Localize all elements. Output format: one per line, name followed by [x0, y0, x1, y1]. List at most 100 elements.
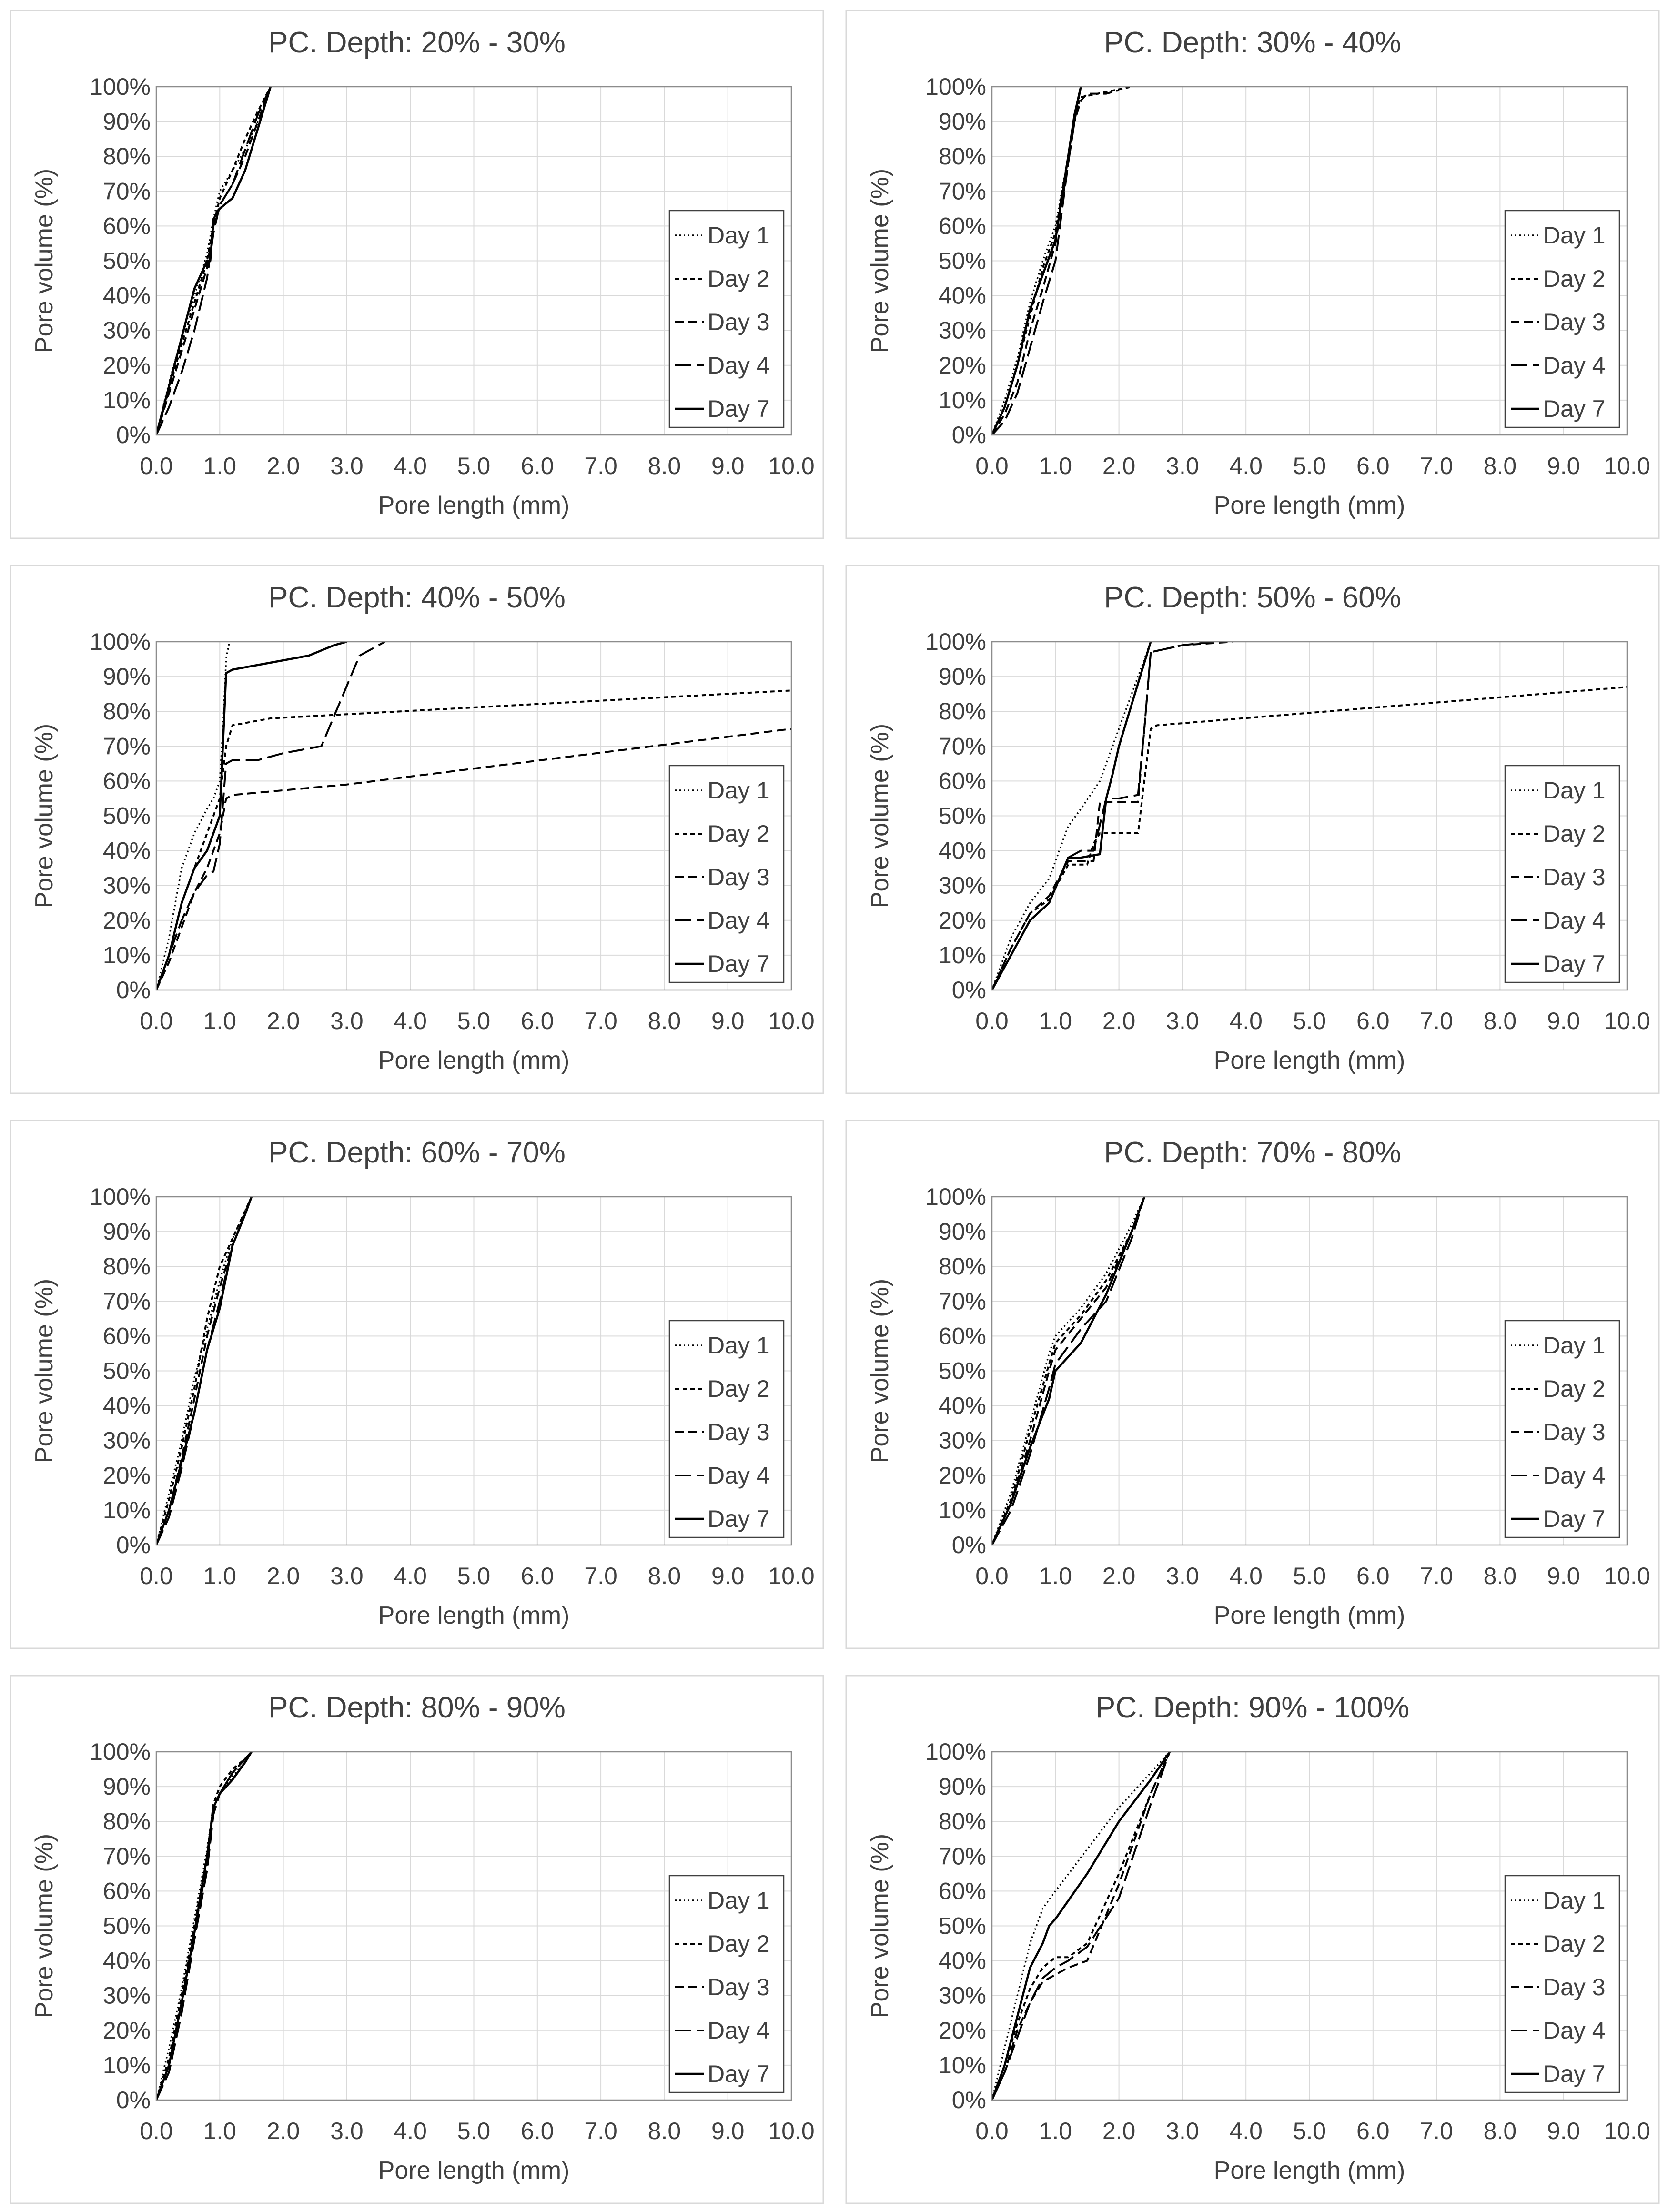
y-tick-label: 50% — [103, 1358, 151, 1384]
x-tick-label: 9.0 — [1547, 2118, 1580, 2144]
x-tick-label: 1.0 — [203, 453, 237, 479]
series-line-day-7 — [992, 1752, 1171, 2100]
y-tick-label: 40% — [103, 1393, 151, 1419]
y-tick-label: 80% — [103, 698, 151, 725]
x-axis-title: Pore length (mm) — [378, 1047, 570, 1074]
x-tick-label: 6.0 — [1356, 1008, 1390, 1034]
x-tick-label: 6.0 — [521, 1008, 554, 1034]
y-tick-label: 60% — [939, 212, 986, 239]
x-tick-label: 6.0 — [521, 2118, 554, 2144]
y-tick-label: 60% — [103, 212, 151, 239]
y-tick-label: 40% — [103, 1948, 151, 1974]
x-axis-title: Pore length (mm) — [1214, 1047, 1405, 1074]
x-tick-label: 9.0 — [711, 1563, 745, 1589]
y-tick-label: 70% — [103, 1288, 151, 1314]
series-line-day-1 — [992, 1752, 1171, 2100]
x-tick-label: 4.0 — [394, 453, 427, 479]
x-tick-label: 2.0 — [267, 1563, 300, 1589]
y-tick-label: 70% — [103, 1843, 151, 1869]
series-line-day-4 — [992, 1197, 1145, 1545]
x-tick-label: 9.0 — [1547, 1563, 1580, 1589]
x-tick-label: 10.0 — [768, 1563, 814, 1589]
x-tick-label: 3.0 — [330, 1008, 364, 1034]
legend-box — [668, 210, 785, 428]
series-line-day-2 — [992, 1752, 1171, 2100]
legend-label: Day 1 — [708, 222, 770, 249]
chart-panel-5: PC. Depth: 60% - 70% 0% 10% 20% 30% 40% 50% 60%… — [10, 1120, 824, 1649]
y-tick-label: 0% — [952, 1532, 986, 1558]
legend: Day 1 Day 2 Day 3 Day 4 Day 7 — [1504, 210, 1620, 428]
y-tick-label: 60% — [103, 1878, 151, 1904]
x-tick-label: 5.0 — [1293, 2118, 1326, 2144]
y-tick-label: 10% — [103, 942, 151, 969]
legend-box — [668, 765, 785, 983]
x-tick-label: 9.0 — [1547, 1008, 1580, 1034]
y-tick-label: 10% — [939, 1497, 986, 1524]
x-tick-label: 3.0 — [1166, 1563, 1199, 1589]
y-tick-label: 60% — [103, 1323, 151, 1349]
x-axis-title: Pore length (mm) — [1214, 2157, 1405, 2184]
x-tick-label: 4.0 — [394, 2118, 427, 2144]
x-tick-label: 8.0 — [648, 2118, 681, 2144]
x-tick-label: 3.0 — [330, 1563, 364, 1589]
chart-panel-3: PC. Depth: 40% - 50% 0% 10% 20% 30% 40% 50% 60%… — [10, 565, 824, 1094]
legend-label: Day 7 — [1543, 2060, 1606, 2087]
x-tick-label: 2.0 — [267, 453, 300, 479]
y-tick-label: 40% — [939, 838, 986, 864]
legend-label: Day 1 — [708, 777, 770, 804]
y-tick-label: 40% — [103, 838, 151, 864]
legend-label: Day 3 — [1543, 864, 1606, 890]
series-line-day-3 — [156, 727, 791, 990]
y-tick-label: 0% — [116, 2087, 151, 2113]
y-tick-label: 80% — [103, 1253, 151, 1280]
legend-label: Day 4 — [708, 907, 770, 934]
series-group — [156, 87, 272, 435]
legend-label: Day 2 — [1543, 820, 1606, 847]
y-tick-label: 0% — [952, 2087, 986, 2113]
chart-title: PC. Depth: 90% - 100% — [1096, 1691, 1409, 1724]
x-tick-label: 1.0 — [203, 1008, 237, 1034]
legend-label: Day 7 — [1543, 950, 1606, 977]
legend: Day 1 Day 2 Day 3 Day 4 Day 7 — [1504, 1875, 1620, 2093]
x-tick-label: 5.0 — [457, 1008, 491, 1034]
y-axis-title: Pore volume (%) — [866, 724, 894, 908]
legend: Day 1 Day 2 Day 3 Day 4 Day 7 — [668, 1875, 785, 2093]
y-tick-label: 30% — [103, 872, 151, 899]
y-axis-title: Pore volume (%) — [866, 1834, 894, 2018]
y-tick-label: 30% — [939, 317, 986, 344]
x-tick-label: 2.0 — [1102, 1563, 1136, 1589]
y-tick-label: 40% — [939, 1393, 986, 1419]
x-tick-label: 9.0 — [711, 453, 745, 479]
legend-label: Day 7 — [708, 2060, 770, 2087]
y-tick-label: 90% — [103, 1773, 151, 1800]
y-tick-label: 50% — [103, 248, 151, 274]
y-axis-title: Pore volume (%) — [30, 169, 58, 353]
x-tick-label: 4.0 — [394, 1008, 427, 1034]
y-tick-label: 100% — [925, 628, 986, 655]
x-axis-title: Pore length (mm) — [378, 2157, 570, 2184]
y-tick-label: 30% — [939, 872, 986, 899]
y-tick-label: 10% — [103, 1497, 151, 1524]
x-tick-label: 10.0 — [768, 1008, 814, 1034]
legend-label: Day 4 — [1543, 1462, 1606, 1489]
series-line-day-7 — [156, 87, 272, 435]
x-tick-label: 8.0 — [1484, 1563, 1517, 1589]
chart-title: PC. Depth: 70% - 80% — [1104, 1136, 1401, 1169]
x-tick-label: 1.0 — [203, 2118, 237, 2144]
legend-label: Day 1 — [708, 1332, 770, 1359]
x-tick-label: 7.0 — [584, 1008, 617, 1034]
legend-label: Day 3 — [1543, 1974, 1606, 2000]
x-axis-title: Pore length (mm) — [378, 492, 570, 519]
x-tick-label: 1.0 — [1039, 453, 1072, 479]
y-tick-label: 90% — [939, 1218, 986, 1245]
legend: Day 1 Day 2 Day 3 Day 4 Day 7 — [1504, 1320, 1620, 1538]
y-tick-label: 40% — [939, 1948, 986, 1974]
series-line-day-4 — [156, 642, 385, 990]
x-axis-title: Pore length (mm) — [1214, 492, 1405, 519]
chart-panel-1: PC. Depth: 20% - 30% 0% 10% 20% 30% 40% 50% 60%… — [10, 10, 824, 539]
x-tick-label: 5.0 — [1293, 453, 1326, 479]
plot-area — [155, 1751, 792, 2101]
y-tick-label: 60% — [103, 768, 151, 794]
x-tick-label: 4.0 — [1229, 1563, 1263, 1589]
